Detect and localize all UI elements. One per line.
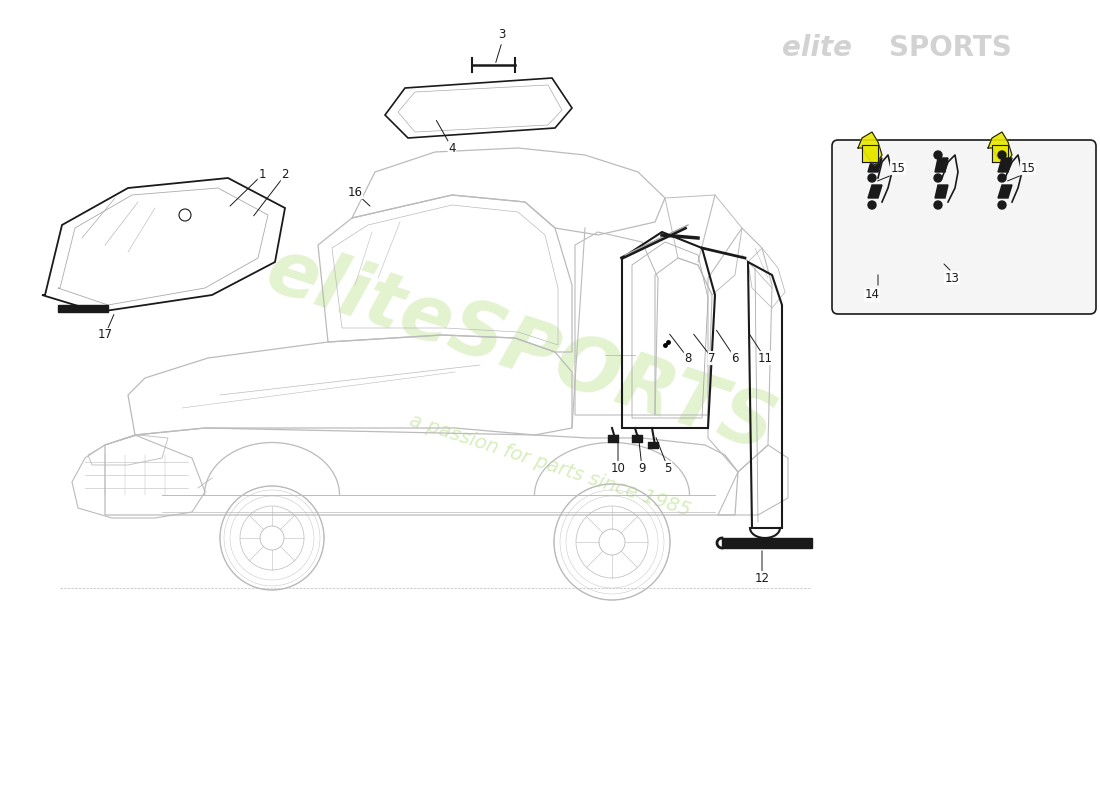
Text: 4: 4 [449, 142, 455, 154]
Text: a passion for parts since 1985: a passion for parts since 1985 [407, 410, 693, 519]
Text: SPORTS: SPORTS [889, 34, 1012, 62]
Circle shape [868, 151, 876, 159]
Text: 6: 6 [732, 351, 739, 365]
Circle shape [868, 201, 876, 209]
Circle shape [868, 174, 876, 182]
Text: 5: 5 [664, 462, 672, 474]
Polygon shape [862, 145, 878, 162]
Polygon shape [868, 158, 882, 172]
Circle shape [998, 174, 1006, 182]
Polygon shape [935, 185, 948, 198]
Text: 9: 9 [638, 462, 646, 474]
Polygon shape [58, 305, 108, 312]
Circle shape [934, 174, 942, 182]
Text: 2: 2 [282, 169, 288, 182]
Polygon shape [935, 158, 948, 172]
Polygon shape [868, 185, 882, 198]
Text: 15: 15 [891, 162, 905, 174]
Text: 7: 7 [708, 351, 716, 365]
Polygon shape [988, 132, 1012, 165]
Text: elite: elite [782, 34, 852, 62]
Polygon shape [722, 538, 812, 548]
Text: 13: 13 [945, 271, 959, 285]
FancyBboxPatch shape [832, 140, 1096, 314]
Text: 3: 3 [498, 29, 506, 42]
Text: 14: 14 [865, 289, 880, 302]
Text: 10: 10 [610, 462, 626, 474]
Text: 15: 15 [1021, 162, 1035, 174]
Polygon shape [998, 185, 1012, 198]
Polygon shape [998, 158, 1012, 172]
Text: 16: 16 [348, 186, 363, 198]
Circle shape [998, 201, 1006, 209]
Circle shape [934, 201, 942, 209]
Circle shape [998, 151, 1006, 159]
Text: 17: 17 [98, 329, 112, 342]
Text: 8: 8 [684, 351, 692, 365]
Text: 11: 11 [758, 351, 772, 365]
Polygon shape [858, 132, 882, 165]
Circle shape [934, 151, 942, 159]
Polygon shape [992, 145, 1008, 162]
Text: 12: 12 [755, 571, 770, 585]
Text: eliteSPORTS: eliteSPORTS [256, 233, 784, 467]
Text: 1: 1 [258, 169, 266, 182]
